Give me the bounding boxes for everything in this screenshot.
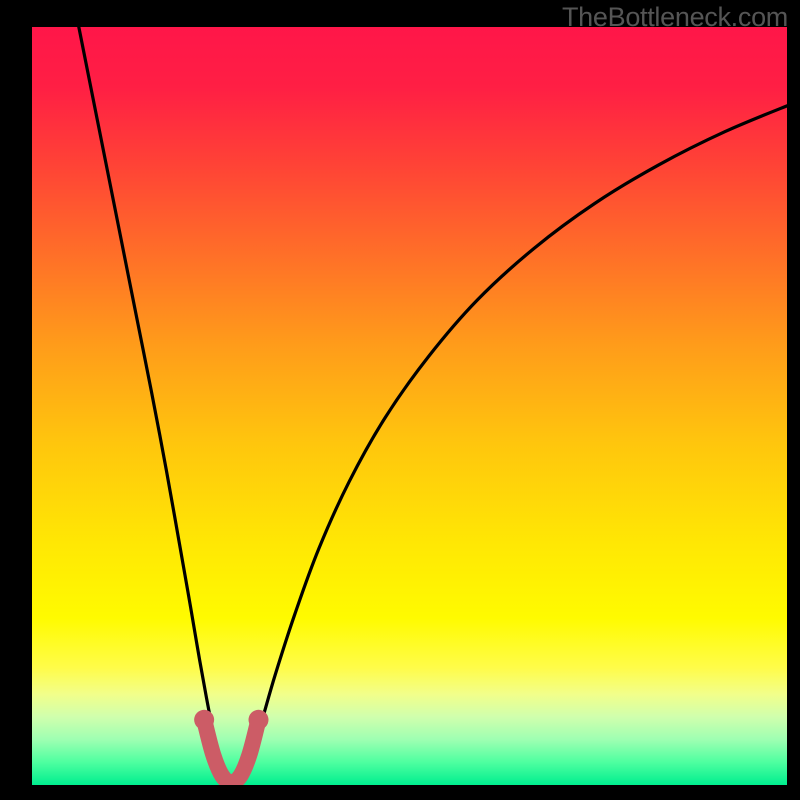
plot-area xyxy=(32,27,787,785)
bottleneck-curve xyxy=(77,27,787,783)
trough-endpoint-marker xyxy=(249,710,269,730)
curve-layer xyxy=(32,27,787,785)
trough-endpoint-marker xyxy=(194,710,214,730)
trough-highlight xyxy=(204,720,258,782)
watermark-label: TheBottleneck.com xyxy=(562,2,788,33)
